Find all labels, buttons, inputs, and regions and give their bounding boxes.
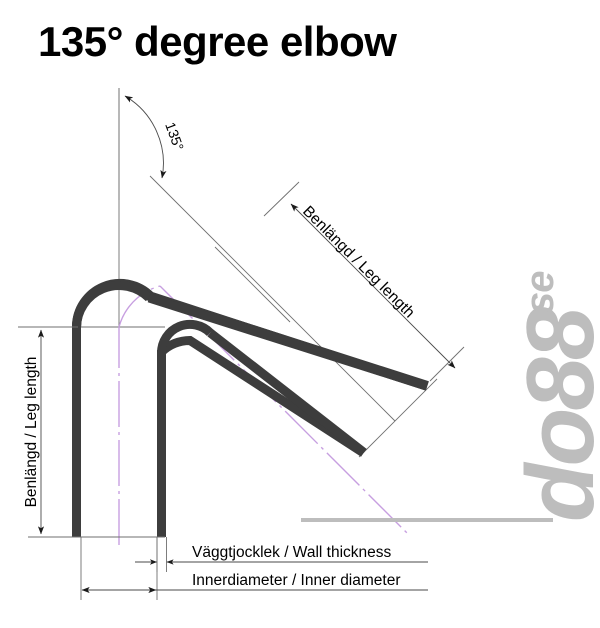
pipe-outline (71, 278, 429, 537)
pipe-clean (72, 281, 428, 537)
vertical-leg-length-dimension: Benlängd / Leg length (23, 326, 165, 538)
inner-diameter-label: Innerdiameter / Inner diameter (192, 572, 401, 589)
wall-thickness-dimension: Väggtjocklek / Wall thickness (135, 537, 428, 572)
diagonal-leg-length-dimension: Benlängd / Leg length (263, 181, 465, 382)
centerline-group (118, 285, 410, 545)
angle-value-label: 135° (162, 120, 187, 153)
angle-dimension: 135° (118, 88, 187, 200)
wall-thickness-label: Väggtjocklek / Wall thickness (192, 544, 392, 561)
pipe-body (72, 279, 429, 537)
inner-diameter-dimension: Innerdiameter / Inner diameter (80, 537, 428, 600)
page-title: 135° degree elbow (38, 18, 397, 65)
diagonal-leg-length-label: Benlängd / Leg length (299, 203, 418, 322)
vertical-leg-length-label: Benlängd / Leg length (23, 357, 40, 508)
